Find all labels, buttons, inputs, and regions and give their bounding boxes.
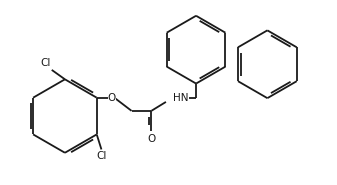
Text: O: O bbox=[147, 134, 155, 144]
Text: Cl: Cl bbox=[96, 151, 106, 161]
Text: O: O bbox=[108, 93, 116, 103]
Text: HN: HN bbox=[173, 93, 188, 103]
Text: Cl: Cl bbox=[40, 58, 51, 68]
